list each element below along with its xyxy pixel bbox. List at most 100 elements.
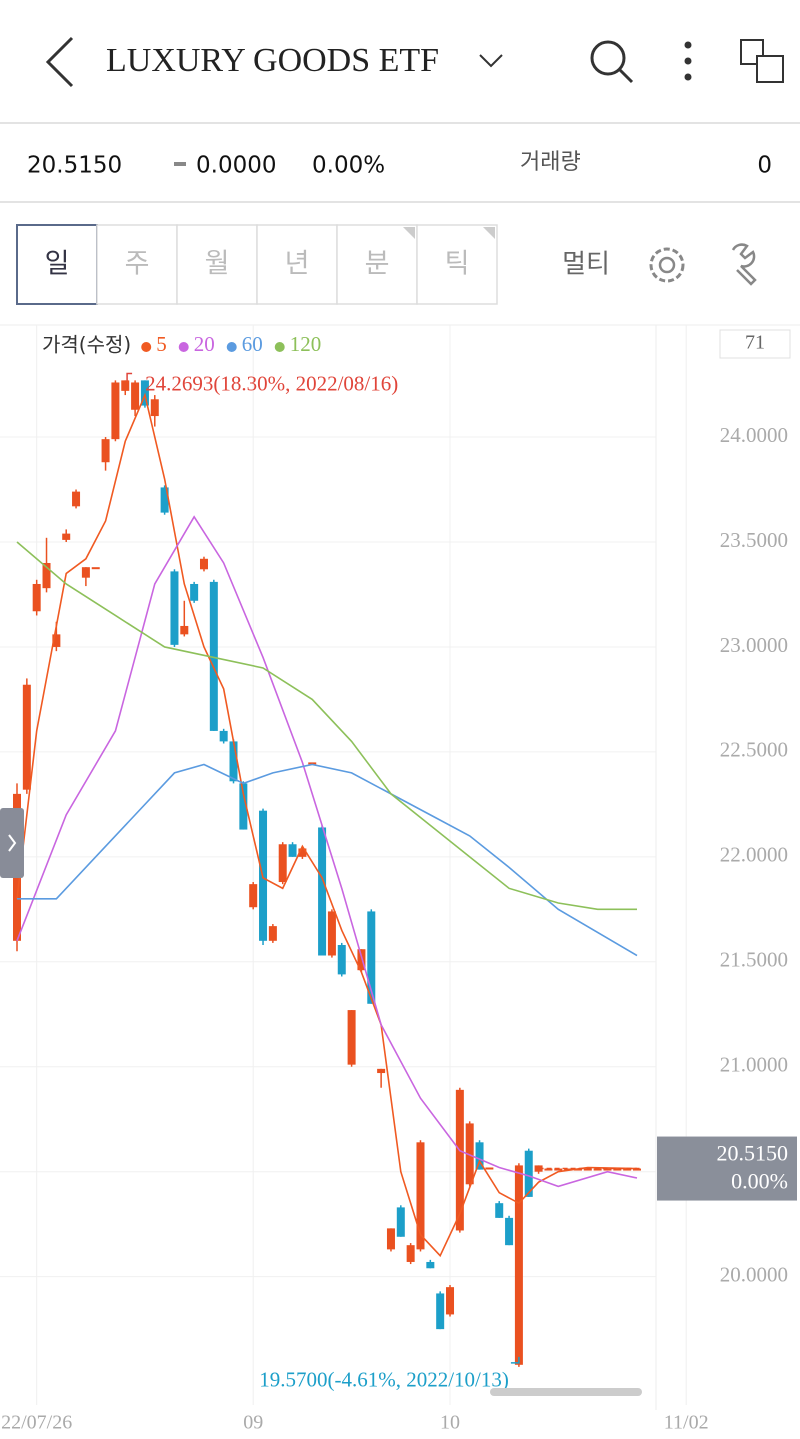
candle-body [446,1287,455,1315]
quote-price: 20.5150 [27,153,122,179]
candle-body [91,567,100,570]
candle-body [180,625,189,635]
tab[interactable] [336,224,418,305]
scroll-thumb[interactable] [490,1388,642,1396]
y-tick-label: 21.0000 [720,1053,788,1077]
candle-body [524,1150,533,1197]
tab-corner [483,227,495,239]
annotation-label: 24.2693(18.30%, 2022/08/16) [145,371,398,395]
title-dropdown[interactable] [479,54,503,68]
legend-dot [141,342,152,352]
annotation-label: 19.5700(-4.61%, 2022/10/13) [259,1368,509,1392]
candle-body [150,399,159,417]
candle-body [199,558,208,570]
candle-body [111,382,120,440]
moving-average-line [16,541,637,911]
candle-body [229,741,238,782]
x-tick-label: 09 [243,1412,263,1434]
candle-body [327,911,336,956]
search-button[interactable] [590,40,634,84]
current-price-label: 20.5150 [717,1141,789,1166]
moving-average-line [17,763,638,957]
moving-average-line [16,392,638,1258]
candle-body [367,911,376,1004]
candle-body [593,1168,602,1171]
y-tick-label: 20.0000 [720,1262,788,1286]
candle-body [239,783,248,830]
tools-button[interactable] [731,243,757,286]
side-handle-arrow [8,834,17,852]
candle-body [386,1228,395,1250]
candle-body [81,567,90,578]
x-tick-label: 10 [440,1412,460,1434]
tab[interactable] [176,224,258,305]
candle-body [268,926,277,941]
y-tick-label: 23.5000 [720,528,788,552]
settings-button[interactable] [649,247,685,283]
candle-body [613,1168,622,1171]
candle-body [357,949,366,971]
flat-icon [174,162,186,166]
legend-label: 60 [242,332,263,356]
quote-rate: 0.00% [312,153,385,179]
candle-body [298,848,307,857]
candle-body [140,380,149,406]
tab[interactable] [16,224,98,305]
candle-body [209,581,218,731]
candle-body [603,1168,612,1171]
legend-label: 120 [290,332,322,356]
candle-body [22,684,31,790]
candle-body [583,1168,592,1171]
candle-body [633,1168,641,1171]
y-tick-label: 22.5000 [720,738,788,762]
tab-label: 년 [285,249,310,280]
window-button[interactable] [740,39,784,83]
candle-body [514,1165,523,1365]
tab-label: 분 [365,249,390,280]
legend-label: 20 [194,332,215,356]
tab[interactable] [256,224,338,305]
more-button[interactable] [684,41,692,81]
y-tick-label: 22.0000 [720,843,788,867]
corner-label: 71 [745,332,765,354]
candle-body [219,730,228,742]
candle-body [42,562,51,589]
candle-body [308,762,317,765]
candle-body [160,487,169,513]
tab[interactable] [416,224,498,305]
candle-body [544,1168,553,1171]
candle-body [554,1168,563,1171]
candle-body [475,1142,484,1170]
multi-button[interactable]: 멀티 [562,250,610,280]
candle-body [337,945,346,975]
x-tick-label: 22/07/26 [1,1412,72,1434]
candle-body [495,1203,504,1218]
candle-body [52,634,61,647]
candle-body [623,1168,632,1171]
candle-body [455,1089,464,1231]
legend-dot [226,342,237,352]
legend-dot [274,342,285,352]
candle-body [436,1293,445,1330]
y-tick-label: 23.0000 [720,633,788,657]
tab-label: 틱 [445,249,470,280]
candle-body [32,583,41,612]
candle-body [72,491,81,507]
chart: 20.000020.500021.000021.500022.000022.50… [0,325,797,1434]
back-button[interactable] [45,36,74,88]
candle-body [318,827,327,956]
volume-value: 0 [757,153,772,179]
candle-body [249,884,258,908]
candle-body [347,1010,356,1065]
candle-body [416,1142,425,1250]
candle-body [396,1207,405,1237]
quote-change: 0.0000 [196,153,276,179]
candle-body [170,571,179,645]
tab-label: 월 [205,249,230,280]
x-tick-label: 11/02 [664,1412,709,1434]
current-price-box [657,1136,797,1201]
candle-body [131,382,140,410]
side-handle[interactable] [0,808,24,878]
candle-body [62,533,71,540]
